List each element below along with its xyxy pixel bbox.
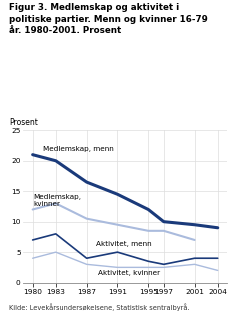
Text: Aktivitet, kvinner: Aktivitet, kvinner	[98, 270, 160, 276]
Text: Aktivitet, menn: Aktivitet, menn	[96, 241, 151, 247]
Text: Medlemskap, menn: Medlemskap, menn	[43, 146, 113, 152]
Text: Kilde: Levekårsundersøkelsene, Statistisk sentralbyrå.: Kilde: Levekårsundersøkelsene, Statistis…	[9, 304, 190, 311]
Text: Prosent: Prosent	[9, 118, 38, 127]
Text: Medlemskap,
kvinner: Medlemskap, kvinner	[33, 194, 81, 207]
Text: Figur 3. Medlemskap og aktivitet i
politiske partier. Menn og kvinner 16-79
år. : Figur 3. Medlemskap og aktivitet i polit…	[9, 3, 208, 35]
